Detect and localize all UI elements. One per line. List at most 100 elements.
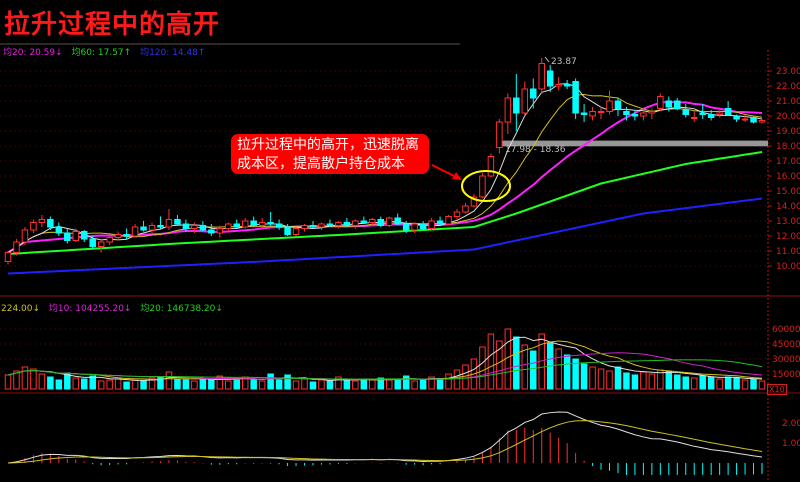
- candle: [165, 219, 173, 228]
- volume-bar: [216, 375, 224, 390]
- candle: [597, 111, 605, 113]
- volume-bar: [385, 379, 393, 390]
- candle: [131, 226, 139, 237]
- macd-tick-label: 2.00: [782, 419, 800, 429]
- macd-dea-line: [7, 420, 763, 464]
- gap-label: 17.98 - 18.36: [505, 145, 566, 155]
- volume-bar: [597, 368, 605, 390]
- candle: [555, 84, 562, 87]
- macd-tick-label: 1.00: [782, 439, 800, 449]
- candle: [530, 88, 537, 99]
- volume-bar: [690, 377, 698, 390]
- candle: [385, 217, 393, 226]
- volume-bar: [191, 380, 198, 390]
- macd-dif-line: [7, 411, 763, 464]
- candle: [648, 111, 656, 114]
- volume-bar: [352, 380, 359, 390]
- y-tick-label: 22.00: [776, 82, 800, 92]
- volume-bar: [436, 378, 444, 390]
- volume-bar: [275, 379, 283, 390]
- page-title: 拉升过程中的高开: [4, 10, 221, 40]
- candle: [4, 252, 12, 262]
- volume-bar: [428, 376, 435, 390]
- volume-bar: [97, 380, 105, 390]
- volume-bar: [233, 379, 240, 390]
- volume-bar: [563, 354, 571, 390]
- volume-bar: [750, 378, 757, 390]
- ma20-line: [7, 100, 763, 254]
- candle: [394, 217, 401, 225]
- volume-bar: [326, 380, 334, 390]
- candle: [64, 232, 71, 241]
- volume-tick-label: 30000: [772, 355, 800, 365]
- legend-vol-ma10: 均10: 104255.20↓: [48, 304, 132, 314]
- candle: [114, 234, 122, 238]
- candle: [318, 223, 325, 228]
- candle: [335, 222, 342, 226]
- volume-bar: [309, 381, 317, 390]
- candle: [758, 120, 766, 123]
- volume-bar: [199, 378, 207, 390]
- candle: [360, 220, 368, 223]
- candle: [47, 219, 54, 228]
- volume-bar: [38, 373, 46, 390]
- volume-bar: [89, 375, 96, 390]
- y-tick-label: 10.00: [776, 262, 800, 272]
- volume-bar: [640, 371, 647, 390]
- candle: [436, 220, 444, 225]
- candle: [80, 231, 88, 240]
- volume-bar: [140, 380, 147, 390]
- candle: [157, 225, 164, 228]
- y-tick-label: 15.00: [776, 187, 800, 197]
- y-tick-label: 23.00: [776, 67, 800, 77]
- candle: [521, 88, 529, 114]
- volume-bar: [741, 379, 749, 390]
- y-tick-label: 17.00: [776, 157, 800, 167]
- volume-legend: 224.00↓ 均10: 104255.20↓ 均20: 146738.20↓: [1, 301, 229, 314]
- candle: [369, 219, 376, 223]
- candle: [563, 84, 571, 87]
- volume-bar: [258, 380, 266, 390]
- callout-line-1: 拉升过程中的高开，迅速脱离: [237, 137, 419, 153]
- candle: [606, 100, 613, 112]
- volume-bar: [453, 369, 461, 390]
- volume-bar: [648, 373, 656, 390]
- volume-bar: [21, 366, 29, 390]
- volume-bar: [360, 378, 368, 390]
- volume-bar: [665, 370, 673, 390]
- callout-arrow: [431, 164, 459, 179]
- volume-bar: [402, 375, 410, 390]
- candle: [513, 97, 520, 114]
- volume-bar: [606, 370, 613, 390]
- candle: [682, 109, 690, 115]
- volume-bar: [513, 336, 520, 390]
- candle: [504, 97, 512, 123]
- volume-bar: [343, 379, 351, 390]
- candle: [174, 219, 181, 225]
- volume-bar: [699, 375, 706, 390]
- candle: [445, 216, 452, 225]
- volume-bar: [724, 376, 732, 390]
- y-tick-label: 12.00: [776, 232, 800, 242]
- volume-bar: [580, 363, 588, 390]
- candle: [741, 118, 749, 121]
- y-tick-label: 14.00: [776, 202, 800, 212]
- volume-bar: [174, 378, 181, 390]
- candle: [21, 229, 29, 243]
- candle: [665, 100, 673, 108]
- candle: [419, 223, 427, 229]
- candle: [258, 222, 266, 226]
- candle: [411, 223, 418, 231]
- candle: [674, 100, 681, 109]
- volume-bar: [682, 376, 690, 390]
- candle: [140, 226, 147, 231]
- volume-bar: [487, 333, 495, 390]
- price-ma-legend: 均20: 20.59↓ 均60: 17.57↑ 均120: 14.48↑: [3, 45, 211, 58]
- y-tick-label: 20.00: [776, 112, 800, 122]
- candle: [301, 225, 308, 229]
- volume-bar: [716, 378, 723, 390]
- candle: [716, 112, 723, 115]
- volume-bar: [758, 380, 766, 390]
- candle: [428, 220, 435, 229]
